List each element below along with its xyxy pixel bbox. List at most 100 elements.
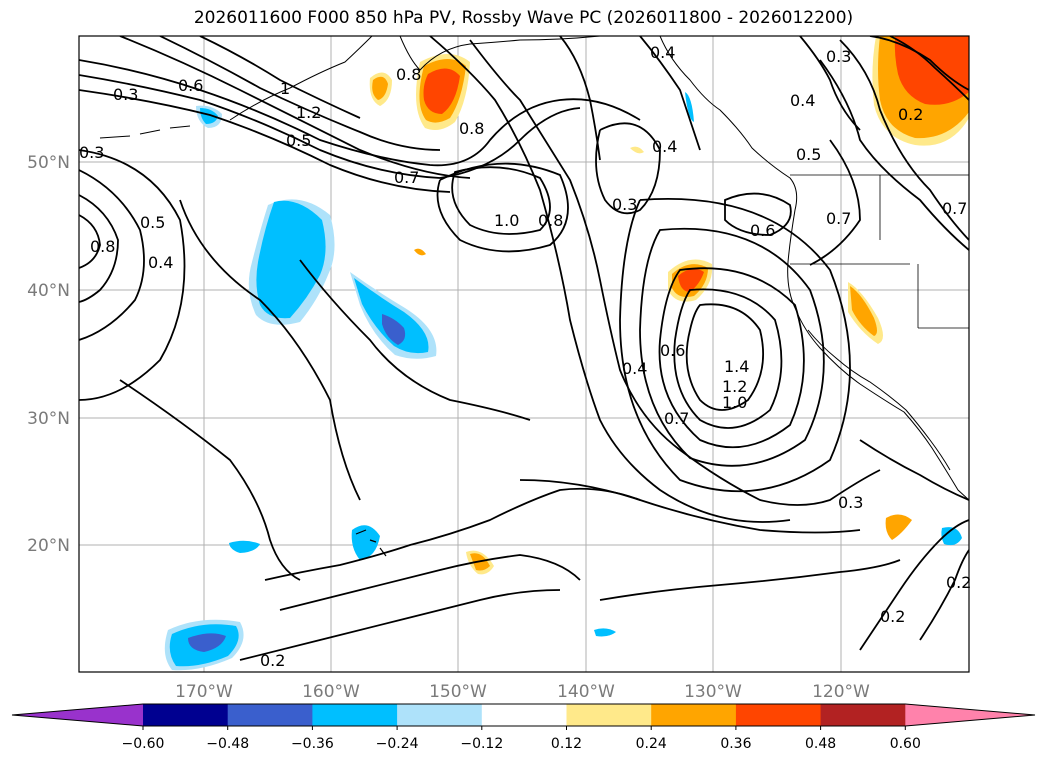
contour-labels: 0.3 0.6 1 1.2 0.5 0.7 0.8 1.0 0.8 0.4 0.… bbox=[79, 43, 971, 670]
aleutian-islands bbox=[99, 125, 191, 139]
contour-label: 0.7 bbox=[826, 209, 851, 228]
colorbar-label: 0.36 bbox=[720, 736, 751, 752]
lon-tick-labels: 170°W 160°W 150°W 140°W 130°W 120°W bbox=[175, 682, 870, 702]
neg-anomaly-region bbox=[685, 92, 694, 122]
colorbar-extension-low bbox=[12, 704, 143, 726]
contour-label: 0.2 bbox=[898, 105, 923, 124]
contour-label: 1.2 bbox=[296, 103, 321, 122]
pv-contour bbox=[264, 487, 641, 581]
lon-tick-label: 170°W bbox=[175, 682, 233, 702]
colorbar-segment bbox=[312, 704, 398, 726]
colorbar-segment bbox=[566, 704, 652, 726]
colorbar-label: 0.48 bbox=[805, 736, 836, 752]
alaska-coast bbox=[229, 36, 373, 121]
pv-contour bbox=[436, 162, 569, 253]
neg-anomaly-region bbox=[594, 628, 616, 637]
contour-label: 0.7 bbox=[394, 168, 419, 187]
pv-contour bbox=[595, 122, 661, 215]
pv-contours bbox=[79, 36, 969, 661]
pv-contour bbox=[919, 549, 969, 641]
contour-label: 1.0 bbox=[494, 211, 519, 230]
lon-tick-label: 160°W bbox=[302, 682, 360, 702]
contour-label: 0.6 bbox=[750, 221, 775, 240]
contour-label: 0.2 bbox=[880, 607, 905, 626]
contour-label: 0.8 bbox=[459, 119, 484, 138]
neg-anomaly-region bbox=[941, 527, 962, 546]
pv-contour bbox=[79, 169, 145, 341]
pv-contour bbox=[639, 227, 825, 467]
contour-label: 0.3 bbox=[79, 143, 104, 162]
alaska-gulf-coast bbox=[399, 36, 601, 71]
pv-contour bbox=[839, 39, 969, 241]
colorbar-segment bbox=[481, 704, 567, 726]
map-area bbox=[79, 36, 969, 672]
pos-anomaly-region bbox=[894, 36, 969, 105]
contour-label: 0.8 bbox=[90, 237, 115, 256]
lon-tick-label: 120°W bbox=[812, 682, 870, 702]
pv-contour bbox=[639, 36, 701, 151]
contour-label: 0.3 bbox=[826, 47, 851, 66]
colorbar-label: 0.24 bbox=[636, 736, 667, 752]
contour-label: 1.4 bbox=[724, 357, 749, 376]
neg-anomaly-region bbox=[188, 633, 226, 652]
contour-label: 0.7 bbox=[664, 409, 689, 428]
lat-tick-label: 40°N bbox=[27, 281, 70, 301]
pv-contour bbox=[559, 36, 601, 161]
colorbar-segment bbox=[735, 704, 822, 726]
contour-label: 1.2 bbox=[722, 377, 747, 396]
pv-contour bbox=[179, 199, 361, 501]
pv-contour bbox=[79, 149, 186, 401]
pos-anomaly-region bbox=[630, 146, 644, 154]
colorbar-label: −0.48 bbox=[206, 736, 249, 752]
contour-label: 1 bbox=[280, 79, 290, 98]
pv-contour bbox=[619, 198, 851, 493]
filled-anomalies bbox=[164, 36, 969, 671]
pv-contour bbox=[299, 259, 531, 421]
neg-anomaly-region bbox=[351, 525, 380, 560]
contour-label: 0.5 bbox=[286, 131, 311, 150]
contour-label: 0.6 bbox=[178, 76, 203, 95]
colorbar-label: −0.60 bbox=[122, 736, 165, 752]
colorbar-label: −0.36 bbox=[291, 736, 334, 752]
contour-label: 0.6 bbox=[660, 341, 685, 360]
pos-anomaly-region bbox=[678, 268, 704, 292]
contour-label: 0.4 bbox=[148, 253, 173, 272]
pos-anomaly-region bbox=[423, 68, 460, 114]
pv-contour bbox=[159, 36, 441, 151]
colorbar-extension-high bbox=[905, 704, 1035, 726]
contour-label: 0.2 bbox=[946, 573, 971, 592]
map-title: 2026011600 F000 850 hPa PV, Rossby Wave … bbox=[193, 8, 854, 28]
pv-contour bbox=[79, 89, 451, 193]
colorbar-segment bbox=[651, 704, 737, 726]
pv-contour bbox=[429, 36, 791, 523]
colorbar-label: −0.24 bbox=[376, 736, 419, 752]
neg-anomaly-region bbox=[229, 540, 260, 553]
pos-anomaly-region bbox=[414, 248, 426, 256]
neg-anomaly-region bbox=[200, 108, 218, 124]
pv-contour bbox=[79, 59, 641, 167]
us-state-lines bbox=[790, 174, 969, 329]
pv-contour bbox=[239, 589, 561, 661]
contour-label: 0.3 bbox=[838, 493, 863, 512]
lat-tick-label: 20°N bbox=[27, 536, 70, 556]
lon-tick-label: 140°W bbox=[557, 682, 615, 702]
contour-label: 0.5 bbox=[140, 213, 165, 232]
neg-anomaly-region bbox=[382, 314, 406, 345]
pv-contour bbox=[451, 166, 551, 235]
colorbar-label: 0.12 bbox=[551, 736, 582, 752]
colorbar-segment bbox=[143, 704, 229, 726]
pv-contour bbox=[685, 303, 765, 411]
graticule bbox=[79, 36, 969, 672]
pv-contour bbox=[869, 36, 969, 91]
pv-contour bbox=[819, 59, 969, 251]
hawaii-islands bbox=[355, 529, 387, 557]
pv-contour bbox=[79, 214, 101, 269]
contour-label: 0.3 bbox=[612, 195, 637, 214]
neg-anomaly-region bbox=[354, 278, 429, 354]
pv-contour bbox=[658, 267, 805, 449]
pv-contour bbox=[469, 39, 881, 506]
pv-contour bbox=[673, 288, 783, 429]
lon-tick-label: 130°W bbox=[684, 682, 742, 702]
colorbar-segment bbox=[397, 704, 483, 726]
